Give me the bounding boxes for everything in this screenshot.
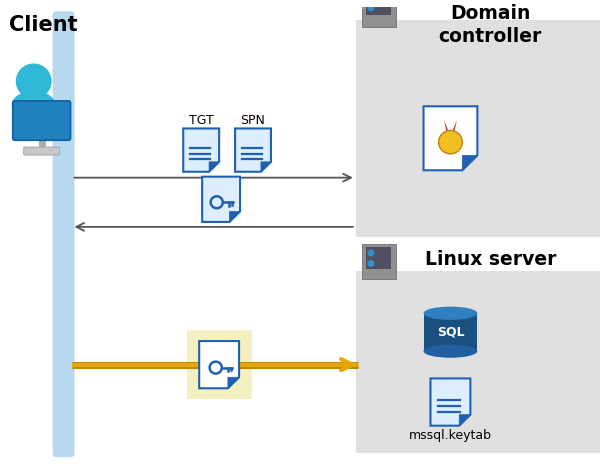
Polygon shape: [202, 177, 240, 222]
Polygon shape: [366, 258, 391, 269]
Polygon shape: [235, 128, 271, 172]
Polygon shape: [459, 415, 470, 426]
Polygon shape: [362, 244, 395, 279]
Text: Client: Client: [10, 15, 78, 35]
FancyBboxPatch shape: [13, 101, 71, 140]
FancyBboxPatch shape: [356, 271, 600, 453]
FancyBboxPatch shape: [187, 330, 251, 399]
Text: TGT: TGT: [189, 114, 214, 127]
Circle shape: [16, 64, 52, 99]
Polygon shape: [366, 247, 391, 258]
Polygon shape: [362, 0, 395, 27]
Circle shape: [367, 5, 374, 11]
Text: SPN: SPN: [241, 114, 265, 127]
Circle shape: [367, 260, 374, 267]
Polygon shape: [424, 106, 478, 170]
Circle shape: [439, 131, 462, 154]
Polygon shape: [261, 162, 271, 172]
Polygon shape: [462, 155, 478, 170]
Text: Linux server: Linux server: [425, 250, 556, 269]
Text: mssql.keytab: mssql.keytab: [409, 429, 492, 442]
Polygon shape: [366, 0, 391, 2]
Polygon shape: [444, 120, 451, 141]
Circle shape: [367, 249, 374, 256]
FancyBboxPatch shape: [53, 11, 74, 457]
Text: Domain
controller: Domain controller: [439, 4, 542, 46]
Polygon shape: [183, 128, 219, 172]
Ellipse shape: [424, 307, 478, 320]
Ellipse shape: [12, 91, 56, 118]
Ellipse shape: [424, 344, 478, 358]
Polygon shape: [430, 379, 470, 426]
FancyBboxPatch shape: [356, 20, 600, 237]
Text: SQL: SQL: [437, 326, 464, 339]
FancyBboxPatch shape: [23, 147, 59, 155]
Polygon shape: [229, 212, 240, 222]
Polygon shape: [228, 377, 239, 388]
Polygon shape: [366, 1, 391, 15]
Polygon shape: [199, 341, 239, 388]
Polygon shape: [451, 120, 457, 141]
Polygon shape: [209, 162, 219, 172]
Polygon shape: [424, 313, 478, 351]
